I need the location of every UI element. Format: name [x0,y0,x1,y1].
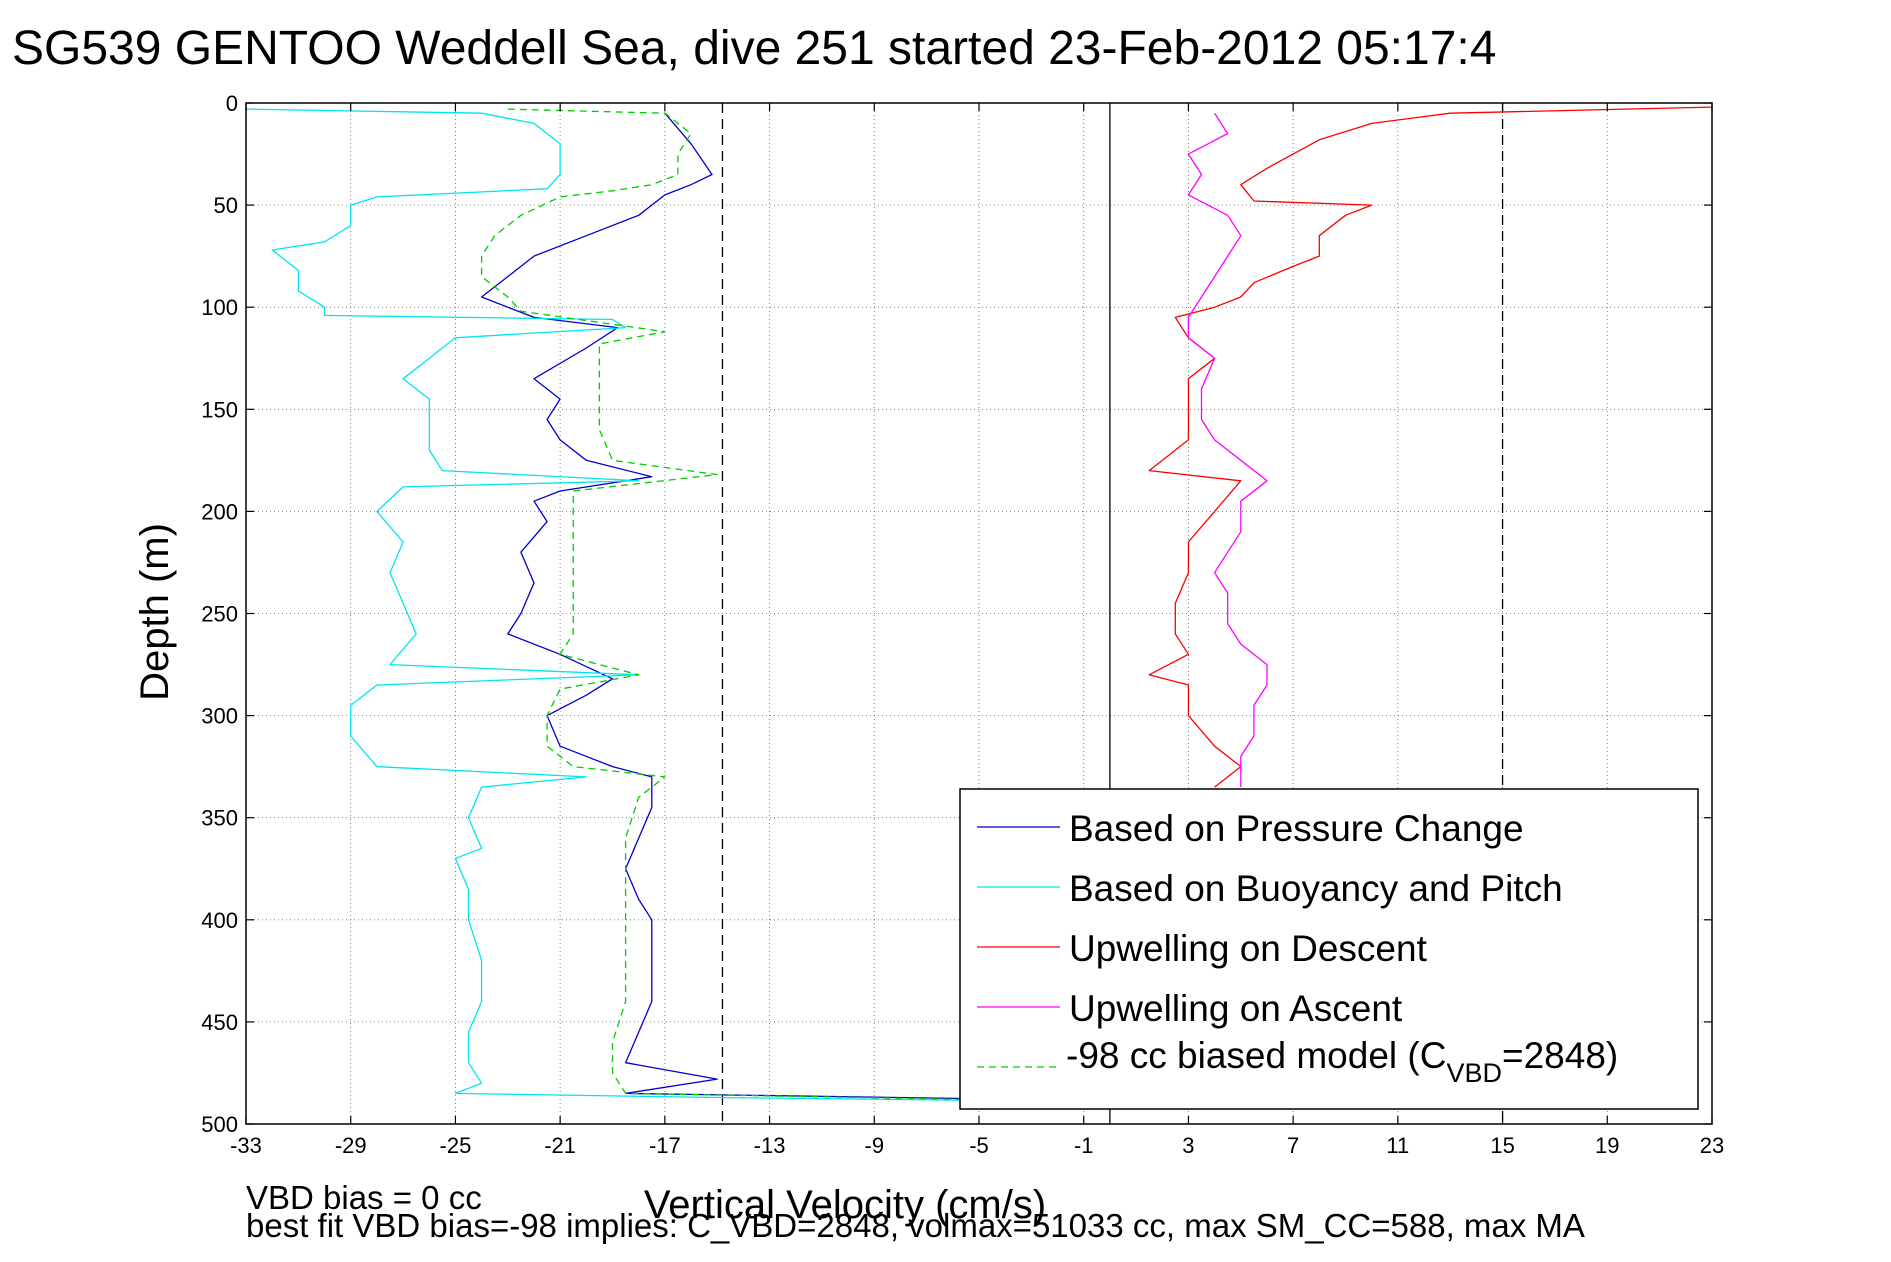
x-tick-label: -17 [649,1133,681,1158]
legend-label-model-main: -98 cc biased model (C [1066,1035,1446,1076]
legend-label-model-value: =2848) [1502,1035,1618,1076]
x-tick-label: -13 [754,1133,786,1158]
y-tick-label: 400 [201,908,238,933]
x-tick-label: 11 [1386,1133,1409,1158]
y-axis-ticks: 0 50 100 150 200 250 300 350 400 450 500 [201,91,1712,1137]
x-tick-label: 19 [1595,1133,1619,1158]
x-tick-label: -29 [335,1133,367,1158]
x-tick-label: 3 [1182,1133,1194,1158]
y-tick-label: 0 [226,91,238,116]
x-tick-label: -5 [969,1133,989,1158]
footer-vbd-bias: VBD bias = 0 cc [246,1179,482,1216]
y-tick-label: 500 [201,1112,238,1137]
x-axis-label: Vertical Velocity (cm/s) [644,1183,1046,1227]
plot-series [245,106,1713,1103]
y-tick-label: 450 [201,1010,238,1035]
x-tick-label: -9 [865,1133,885,1158]
x-tick-label: 15 [1490,1133,1514,1158]
y-tick-label: 150 [201,397,238,422]
legend-label-model-subscript: VBD [1446,1058,1502,1088]
y-tick-label: 250 [201,602,238,627]
legend: Based on Pressure Change Based on Buoyan… [959,788,1699,1110]
legend-box [959,788,1699,1110]
x-tick-label: -33 [230,1133,262,1158]
y-tick-label: 350 [201,806,238,831]
legend-label-descent: Upwelling on Descent [1069,928,1428,969]
legend-label-ascent: Upwelling on Ascent [1069,988,1403,1029]
y-axis-label: Depth (m) [133,523,177,701]
series-line-98-cc-biased-model-c-vbd-2848 [480,108,1084,1103]
x-tick-label: -21 [544,1133,576,1158]
y-tick-label: 200 [201,499,238,524]
x-tick-label: -1 [1074,1133,1094,1158]
x-tick-label: -25 [440,1133,472,1158]
legend-label-buoyancy: Based on Buoyancy and Pitch [1069,868,1563,909]
chart-title: SG539 GENTOO Weddell Sea, dive 251 start… [12,22,1496,75]
series-line-upwelling-on-descent [1148,106,1713,788]
series-line-based-on-pressure-change [480,112,1032,1101]
y-tick-label: 50 [214,193,238,218]
x-axis-ticks: -33 -29 -25 -21 -17 -13 -9 -5 -1 3 7 11 15 19 23 [230,103,1724,1158]
legend-label-model: -98 cc biased model (CVBD=2848) [1066,1035,1618,1088]
legend-label-pressure: Based on Pressure Change [1069,808,1524,849]
y-tick-label: 300 [201,704,238,729]
series-line-based-on-buoyancy-and-pitch [245,108,1084,1103]
x-tick-label: 7 [1287,1133,1299,1158]
y-tick-label: 100 [201,295,238,320]
series-line-upwelling-on-ascent [1187,112,1268,788]
footer-best-fit: best fit VBD bias=-98 implies: C_VBD=284… [246,1207,1585,1244]
x-tick-label: 23 [1700,1133,1724,1158]
